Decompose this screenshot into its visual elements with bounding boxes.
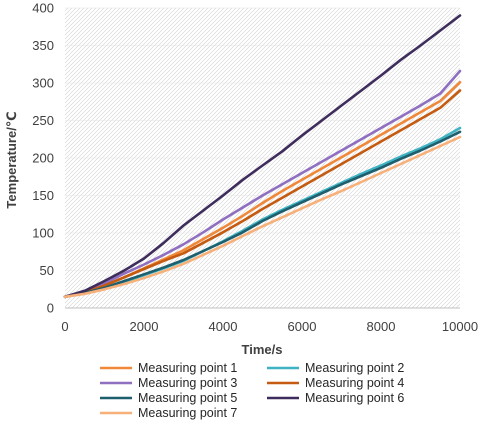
y-tick-label: 250 [32, 113, 54, 128]
y-tick-label: 100 [32, 226, 54, 241]
series-line-6 [63, 14, 462, 299]
y-axis-title: Temperature/℃ [4, 111, 19, 208]
x-tick-label: 8000 [367, 319, 396, 334]
y-tick-label: 50 [40, 263, 54, 278]
legend-label: Measuring point 7 [138, 406, 237, 420]
y-tick-label: 200 [32, 151, 54, 166]
y-tick-label: 0 [47, 301, 54, 316]
legend-item-2: Measuring point 2 [267, 361, 404, 375]
legend-label: Measuring point 5 [138, 391, 237, 405]
legend-item-6: Measuring point 6 [267, 391, 404, 405]
series-line-5 [63, 130, 462, 299]
series-lines [63, 14, 462, 299]
y-tick-label: 350 [32, 38, 54, 53]
legend-label: Measuring point 1 [138, 361, 237, 375]
series-line-4 [63, 89, 462, 299]
legend-item-1: Measuring point 1 [100, 361, 237, 375]
y-tick-labels: 0 50 100 150 200 250 300 350 400 [32, 1, 54, 316]
legend-label: Measuring point 3 [138, 376, 237, 390]
x-tick-label: 0 [61, 319, 68, 334]
legend-label: Measuring point 6 [305, 391, 404, 405]
legend-item-3: Measuring point 3 [100, 376, 237, 390]
x-axis-title: Time/s [242, 342, 283, 357]
x-tick-label: 4000 [209, 319, 238, 334]
x-tick-labels: 0 2000 4000 6000 8000 10000 [61, 319, 478, 334]
y-tick-label: 300 [32, 76, 54, 91]
y-tick-label: 150 [32, 188, 54, 203]
y-tick-label: 400 [32, 1, 54, 16]
legend-label: Measuring point 2 [305, 361, 404, 375]
legend: Measuring point 1 Measuring point 2Measur… [100, 361, 404, 420]
x-tick-label: 10000 [442, 319, 478, 334]
x-tick-label: 2000 [130, 319, 159, 334]
legend-item-5: Measuring point 5 [100, 391, 237, 405]
legend-label: Measuring point 4 [305, 376, 404, 390]
legend-item-4: Measuring point 4 [267, 376, 404, 390]
series-line-3 [63, 69, 462, 299]
legend-item-7: Measuring point 7 [100, 406, 237, 420]
x-tick-label: 6000 [288, 319, 317, 334]
series-line-7 [63, 135, 462, 299]
